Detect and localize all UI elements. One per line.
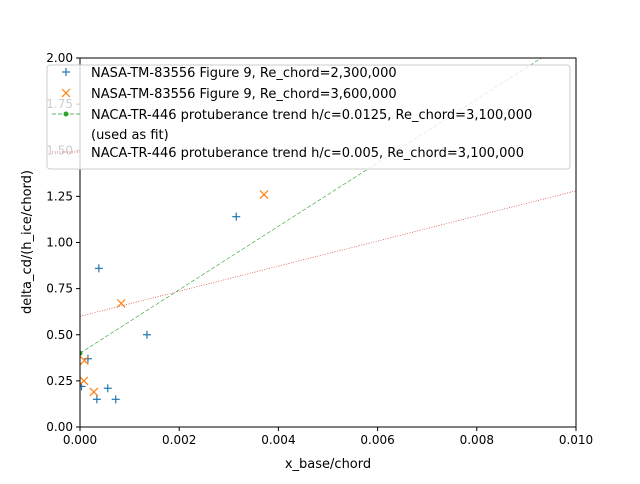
x-tick-label: 0.010	[559, 433, 593, 447]
series-1-point	[116, 298, 126, 308]
legend-label-1: NASA-TM-83556 Figure 9, Re_chord=3,600,0…	[91, 87, 397, 102]
series-1-point-b	[116, 298, 126, 308]
y-tick-label: 1.00	[46, 236, 73, 250]
legend-marker-2	[63, 111, 69, 117]
y-tick-label: 2.00	[46, 51, 73, 65]
legend-marker-1-b	[61, 88, 71, 98]
y-tick-label: 1.25	[46, 189, 73, 203]
legend-box	[46, 64, 571, 170]
legend-label-2: NACA-TR-446 protuberance trend h/c=0.012…	[91, 108, 532, 123]
series-1-point-b	[80, 356, 89, 366]
x-tick-label: 0.008	[460, 433, 494, 447]
x-axis-label: x_base/chord	[285, 457, 371, 472]
y-tick-label: 0.75	[46, 282, 73, 296]
x-tick-label: 0.000	[63, 433, 97, 447]
series-1-point	[259, 190, 269, 199]
x-tick-label: 0.006	[360, 433, 394, 447]
series-0-point	[92, 395, 101, 404]
series-1-point	[89, 387, 99, 397]
series-1-point-b	[259, 190, 269, 199]
series-1-point	[80, 356, 89, 366]
x-tick-label: 0.002	[162, 433, 196, 447]
series-3-line	[80, 190, 576, 317]
y-tick-label: 0.00	[46, 420, 73, 434]
series-0-point	[111, 395, 120, 404]
x-tick-label: 0.004	[261, 433, 295, 447]
y-tick-label: 0.50	[46, 328, 73, 342]
legend: NASA-TM-83556 Figure 9, Re_chord=2,300,0…	[46, 64, 571, 170]
series-1-point	[80, 376, 89, 386]
series-0-point	[94, 264, 103, 273]
series-1-point-b	[80, 376, 89, 386]
series-0-point	[142, 330, 151, 339]
legend-label-0: NASA-TM-83556 Figure 9, Re_chord=2,300,0…	[91, 66, 397, 81]
legend-marker-0	[62, 68, 70, 76]
series-2-marker	[80, 350, 83, 356]
legend-label-3: NACA-TR-446 protuberance trend h/c=0.005…	[91, 146, 524, 161]
y-axis-label: delta_cd/(h_ice/chord)	[20, 170, 35, 314]
series-0-point	[103, 384, 112, 393]
plot-area	[80, 58, 576, 404]
series-1-point-b	[89, 387, 99, 397]
legend-label-2-line2: (used as fit)	[91, 128, 169, 143]
legend-marker-1	[61, 88, 71, 98]
y-tick-label: 0.25	[46, 374, 73, 388]
series-2-line	[80, 58, 542, 354]
series-0-point	[83, 354, 92, 363]
series-0-point	[232, 212, 241, 221]
